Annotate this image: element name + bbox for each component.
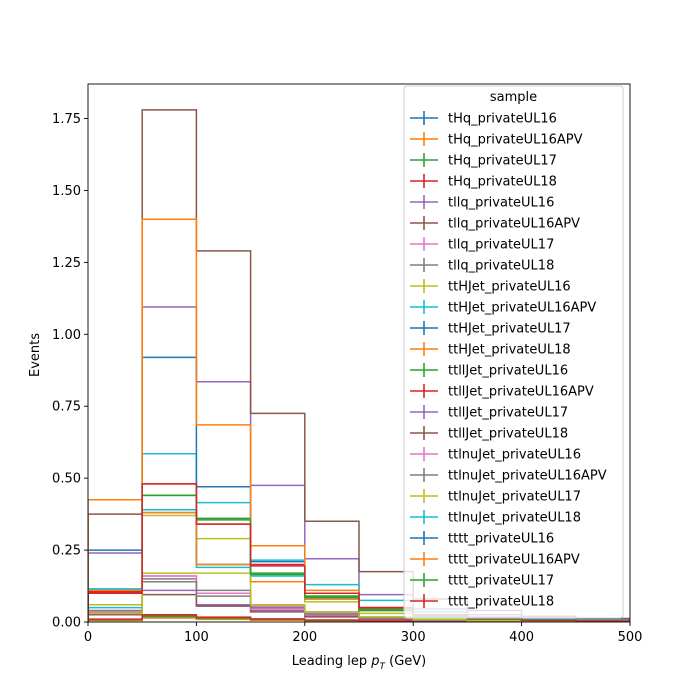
legend: sample tHq_privateUL16 tHq_privateUL16APVt… [403, 85, 624, 619]
legend-label-18: ttlnuJet_privateUL17 [448, 490, 581, 505]
y-tick-label-4: 1.00 [52, 328, 81, 343]
plot-area [88, 109, 630, 622]
legend-label-11: ttHJet_privateUL18 [448, 343, 571, 358]
x-tick-label-5: 500 [618, 630, 643, 645]
legend-label-7: tllq_privateUL18 [448, 259, 554, 274]
legend-label-17: ttlnuJet_privateUL16APV [448, 469, 607, 484]
y-tick-label-7: 1.75 [52, 112, 81, 127]
axes: 0 100 200 300 400 500 0.00 0.25 0.50 0.75 1.00 1.25… [52, 83, 643, 645]
legend-label-19: ttlnuJet_privateUL18 [448, 511, 581, 526]
series-group [88, 109, 630, 622]
y-tick-label-6: 1.50 [52, 184, 81, 199]
legend-label-14: ttllJet_privateUL17 [448, 406, 568, 421]
x-axis-label-unit: (GeV) [385, 654, 426, 669]
legend-label-0: tHq_privateUL16 [448, 112, 557, 127]
legend-label-2: tHq_privateUL17 [448, 154, 557, 169]
x-tick-label-1: 100 [184, 630, 209, 645]
y-axis-label: Events [28, 333, 43, 377]
x-axis-label-main: Leading lep [292, 654, 367, 669]
legend-label-13: ttllJet_privateUL16APV [448, 385, 594, 400]
series-line-23 [88, 483, 630, 622]
y-tick-label-1: 0.25 [52, 544, 81, 559]
legend-label-5: tllq_privateUL16APV [448, 217, 580, 232]
x-axis-label-subscript: T [379, 662, 386, 672]
y-tick-label-2: 0.50 [52, 472, 81, 487]
legend-label-9: ttHJet_privateUL16APV [448, 301, 596, 316]
legend-label-20: tttt_privateUL16 [448, 532, 554, 547]
x-tick-label-2: 200 [292, 630, 317, 645]
x-axis-label-p: p [367, 654, 379, 669]
series-line-18 [88, 572, 630, 622]
legend-label-10: ttHJet_privateUL17 [448, 322, 571, 337]
legend-label-4: tllq_privateUL16 [448, 196, 554, 211]
x-tick-label-0: 0 [84, 630, 92, 645]
y-tick-label-3: 0.75 [52, 400, 81, 415]
axes-frame [87, 83, 631, 623]
x-axis-label: Leading lep pT (GeV) [292, 654, 426, 672]
legend-label-16: ttlnuJet_privateUL16 [448, 448, 581, 463]
legend-label-3: tHq_privateUL18 [448, 175, 557, 190]
legend-label-6: tllq_privateUL17 [448, 238, 554, 253]
x-tick-label-4: 400 [509, 630, 534, 645]
legend-box [403, 85, 624, 619]
legend-label-23: tttt_privateUL18 [448, 595, 554, 610]
legend-title: sample [490, 90, 537, 105]
legend-label-22: tttt_privateUL17 [448, 574, 554, 589]
x-tick-label-3: 300 [401, 630, 426, 645]
legend-label-12: ttllJet_privateUL16 [448, 364, 568, 379]
legend-label-8: ttHJet_privateUL16 [448, 280, 571, 295]
legend-label-1: tHq_privateUL16APV [448, 133, 583, 148]
y-tick-label-5: 1.25 [52, 256, 81, 271]
y-tick-label-0: 0.00 [52, 616, 81, 631]
legend-label-15: ttllJet_privateUL18 [448, 427, 568, 442]
legend-label-21: tttt_privateUL16APV [448, 553, 580, 568]
